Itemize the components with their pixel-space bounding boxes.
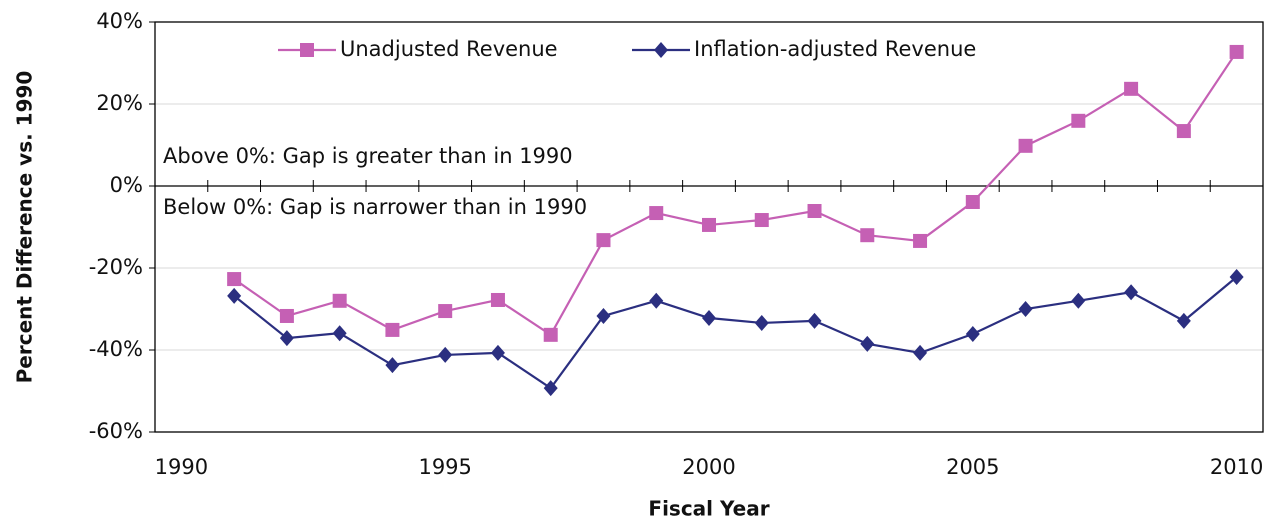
marker xyxy=(913,344,928,361)
marker xyxy=(807,312,822,329)
y-tick-label: 0% xyxy=(110,173,143,197)
marker xyxy=(1018,138,1033,153)
x-tick-label: 1990 xyxy=(155,455,208,479)
marker xyxy=(807,204,822,219)
marker xyxy=(490,292,505,307)
y-tick-label: 40% xyxy=(96,9,143,33)
marker xyxy=(279,330,294,347)
marker xyxy=(1071,113,1086,128)
marker xyxy=(702,217,716,232)
marker xyxy=(860,335,875,352)
marker xyxy=(1176,124,1191,139)
marker xyxy=(965,194,980,209)
marker xyxy=(649,292,664,309)
marker xyxy=(1124,284,1139,301)
marker xyxy=(332,325,347,342)
marker xyxy=(438,304,453,319)
annotation: Below 0%: Gap is narrower than in 1990 xyxy=(163,195,587,219)
marker xyxy=(227,272,242,287)
marker xyxy=(754,213,769,228)
y-tick-label: -20% xyxy=(89,255,143,279)
marker xyxy=(227,287,242,304)
y-tick-label: 20% xyxy=(96,91,143,115)
series-line xyxy=(233,276,1238,390)
annotation: Above 0%: Gap is greater than in 1990 xyxy=(163,144,573,168)
marker xyxy=(754,314,769,331)
y-tick-label: -60% xyxy=(89,419,143,443)
legend-marker xyxy=(300,43,314,57)
marker xyxy=(860,228,875,243)
marker xyxy=(596,307,611,324)
marker xyxy=(385,322,400,337)
legend-label: Unadjusted Revenue xyxy=(340,37,558,61)
y-tick-label: -40% xyxy=(89,337,143,361)
x-tick-label: 2010 xyxy=(1210,455,1263,479)
marker xyxy=(543,327,558,342)
marker xyxy=(1018,301,1033,317)
marker xyxy=(1229,269,1244,286)
marker xyxy=(1124,81,1139,96)
marker xyxy=(596,233,611,248)
x-tick-label: 1995 xyxy=(418,455,471,479)
x-axis-title: Fiscal Year xyxy=(648,497,769,521)
marker xyxy=(490,344,505,361)
x-tick-label: 2005 xyxy=(946,455,999,479)
marker xyxy=(332,293,347,308)
marker xyxy=(279,308,294,323)
series-line xyxy=(233,51,1238,337)
marker xyxy=(1176,312,1191,329)
marker xyxy=(1229,44,1244,59)
y-axis-title: Percent Difference vs. 1990 xyxy=(13,71,37,384)
marker xyxy=(385,357,400,374)
marker xyxy=(913,233,928,248)
marker xyxy=(543,380,558,397)
marker xyxy=(1071,292,1086,309)
marker xyxy=(438,346,453,363)
legend-marker xyxy=(654,42,668,58)
x-tick-label: 2000 xyxy=(682,455,735,479)
plot-frame xyxy=(154,21,1264,433)
marker xyxy=(649,206,664,221)
marker xyxy=(965,326,980,343)
legend-label: Inflation-adjusted Revenue xyxy=(694,37,976,61)
marker xyxy=(702,310,716,327)
